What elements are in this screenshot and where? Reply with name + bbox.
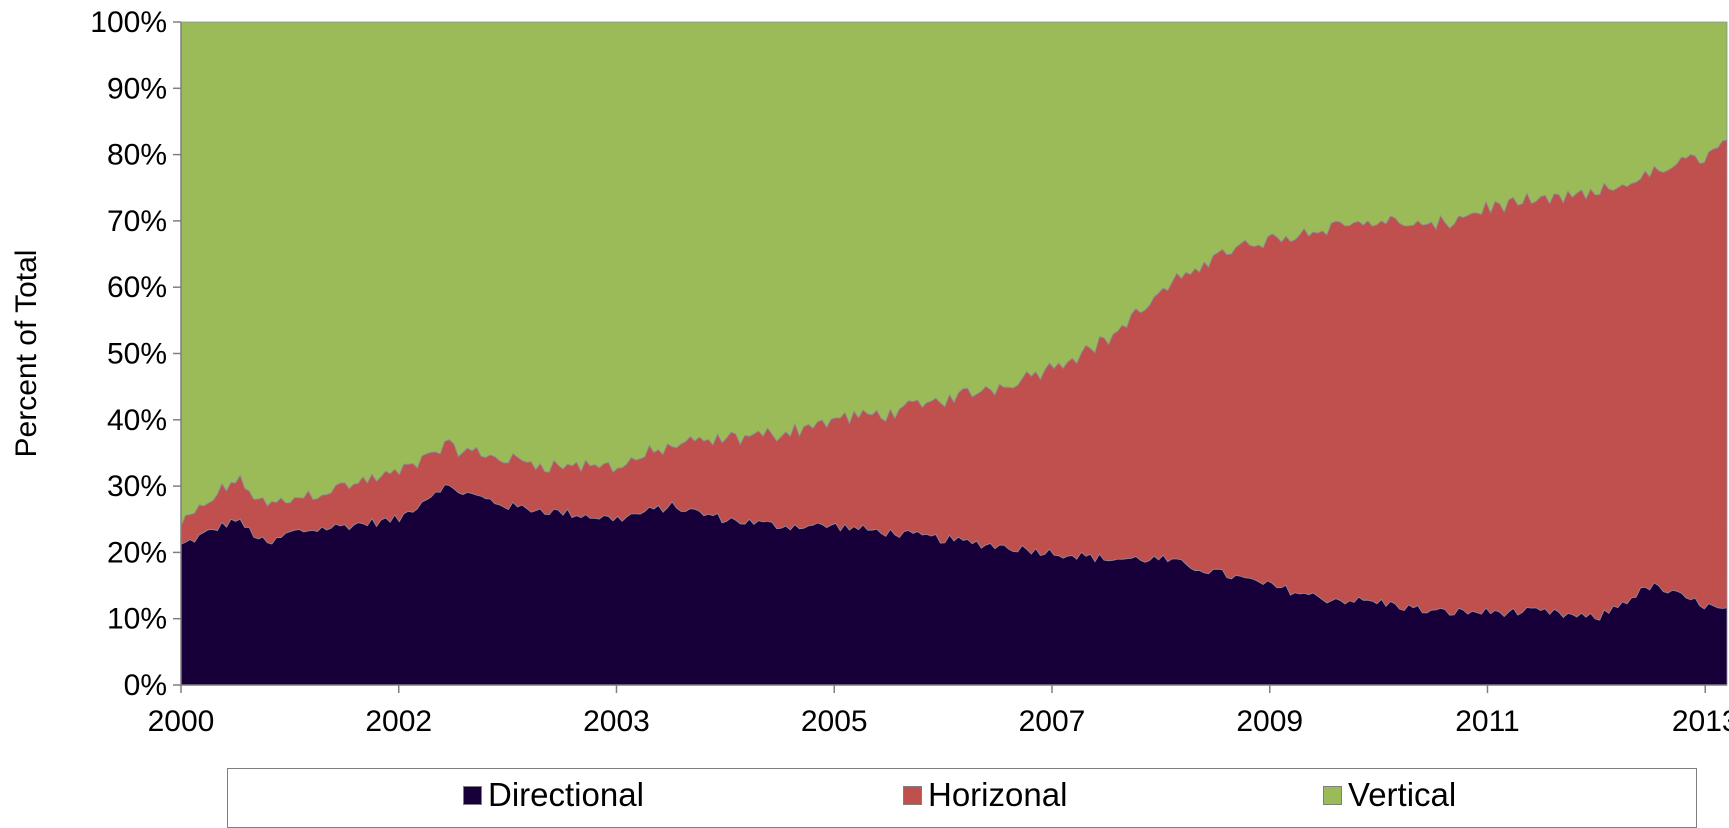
legend-swatch-vertical bbox=[1323, 785, 1342, 805]
x-tick-label: 2003 bbox=[583, 705, 650, 738]
y-tick-label: 10% bbox=[107, 603, 167, 636]
x-tick-label: 2011 bbox=[1455, 705, 1520, 738]
legend-item-vertical: Vertical bbox=[1323, 776, 1456, 814]
y-tick-label: 20% bbox=[107, 536, 167, 569]
legend-label-vertical: Vertical bbox=[1348, 776, 1457, 813]
x-tick-label: 2013 bbox=[1672, 705, 1729, 738]
y-tick-label: 0% bbox=[124, 669, 167, 702]
x-tick-label: 2009 bbox=[1236, 705, 1303, 738]
y-tick-label: 40% bbox=[107, 404, 167, 437]
y-tick-label: 50% bbox=[107, 338, 167, 371]
legend: Directional Horizonal Vertical bbox=[227, 768, 1697, 828]
y-tick-label: 80% bbox=[107, 139, 167, 172]
legend-label-horizonal: Horizonal bbox=[928, 776, 1068, 813]
area-layer bbox=[180, 21, 1728, 686]
y-tick-label: 70% bbox=[107, 205, 167, 238]
y-tick-label: 60% bbox=[107, 271, 167, 304]
legend-item-directional: Directional bbox=[463, 776, 644, 814]
x-tick-label: 2005 bbox=[801, 705, 868, 738]
y-tick-label: 30% bbox=[107, 470, 167, 503]
legend-label-directional: Directional bbox=[488, 776, 644, 813]
y-axis-title: Percent of Total bbox=[10, 250, 43, 458]
x-tick-label: 2000 bbox=[148, 705, 215, 738]
legend-swatch-horizonal bbox=[903, 785, 922, 805]
plot-area: 0%10%20%30%40%50%60%70%80%90%100% 2000 20… bbox=[90, 6, 1729, 738]
legend-item-horizonal: Horizonal bbox=[903, 776, 1067, 814]
x-ticks: 2000 2002 2003 2005 2007 2009 2011 2013 bbox=[148, 685, 1729, 738]
y-ticks: 0% 10% 20% 30% 40% 50% 60% 70% 80% 90% 100% bbox=[90, 6, 181, 702]
legend-swatch-directional bbox=[463, 785, 482, 805]
y-tick-label: 100% bbox=[90, 6, 167, 39]
x-tick-label: 2002 bbox=[365, 705, 432, 738]
y-tick-label: 90% bbox=[107, 72, 167, 105]
x-tick-label: 2007 bbox=[1019, 705, 1086, 738]
